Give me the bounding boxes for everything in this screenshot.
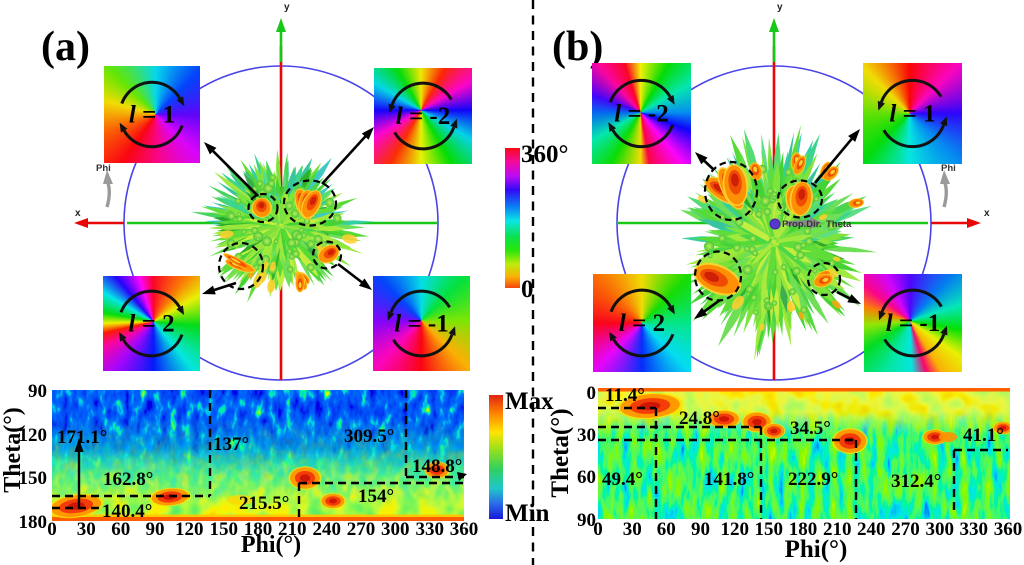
svg-text:90: 90 (577, 510, 596, 531)
svg-text:24.8°: 24.8° (679, 408, 720, 429)
svg-text:Theta(°): Theta(°) (547, 408, 574, 497)
svg-text:41.1°: 41.1° (963, 425, 1004, 446)
svg-text:90: 90 (28, 381, 47, 402)
svg-text:l = 2: l = 2 (619, 310, 665, 337)
svg-text:140.4°: 140.4° (102, 501, 152, 522)
svg-text:0: 0 (47, 519, 57, 540)
svg-text:180: 180 (244, 519, 273, 540)
svg-text:l = 1: l = 1 (129, 102, 175, 129)
svg-text:210: 210 (823, 519, 852, 540)
svg-text:330: 330 (960, 519, 989, 540)
svg-text:154°: 154° (358, 486, 394, 507)
svg-text:309.5°: 309.5° (344, 426, 394, 447)
svg-text:300: 300 (925, 519, 954, 540)
svg-text:(b): (b) (552, 24, 603, 70)
svg-text:Theta(°): Theta(°) (0, 407, 26, 493)
svg-text:360: 360 (450, 519, 479, 540)
svg-text:l = -1: l = -1 (886, 310, 941, 337)
svg-text:34.5°: 34.5° (790, 418, 831, 439)
svg-text:360: 360 (994, 519, 1023, 540)
svg-text:Prop.Dir.: Prop.Dir. (782, 219, 822, 230)
svg-text:90: 90 (691, 519, 710, 540)
svg-text:y: y (777, 2, 783, 13)
svg-text:l = 1: l = 1 (889, 101, 935, 128)
svg-text:270: 270 (347, 519, 376, 540)
svg-text:11.4°: 11.4° (605, 385, 645, 406)
svg-text:0: 0 (593, 519, 603, 540)
svg-text:Min: Min (505, 500, 550, 527)
svg-text:l = -1: l = -1 (394, 311, 449, 338)
svg-text:30: 30 (77, 519, 96, 540)
svg-text:210: 210 (278, 519, 307, 540)
svg-text:222.9°: 222.9° (788, 469, 838, 490)
svg-text:60: 60 (111, 519, 130, 540)
svg-text:Theta: Theta (826, 219, 852, 230)
svg-text:l = -2: l = -2 (396, 103, 451, 130)
svg-text:0: 0 (587, 383, 597, 404)
svg-text:120: 120 (175, 519, 204, 540)
svg-text:0: 0 (521, 276, 534, 303)
svg-text:x: x (75, 208, 81, 219)
svg-text:137°: 137° (213, 434, 249, 455)
svg-text:60: 60 (577, 467, 596, 488)
svg-text:150: 150 (209, 519, 238, 540)
svg-text:x: x (984, 208, 990, 219)
svg-text:Phi: Phi (96, 163, 111, 174)
svg-text:30: 30 (577, 425, 596, 446)
svg-text:120: 120 (19, 425, 48, 446)
svg-text:y: y (284, 2, 290, 13)
svg-text:(a): (a) (41, 24, 90, 70)
svg-text:l = 2: l = 2 (128, 311, 174, 338)
svg-text:180: 180 (789, 519, 818, 540)
svg-text:300: 300 (381, 519, 410, 540)
svg-text:240: 240 (857, 519, 886, 540)
svg-text:240: 240 (312, 519, 341, 540)
svg-text:Phi(°): Phi(°) (785, 536, 848, 563)
svg-text:Phi: Phi (941, 163, 956, 174)
svg-text:90: 90 (146, 519, 165, 540)
svg-text:150: 150 (755, 519, 784, 540)
svg-text:30: 30 (623, 519, 642, 540)
svg-text:312.4°: 312.4° (891, 471, 941, 492)
svg-text:360°: 360° (521, 141, 569, 168)
svg-text:l = -2: l = -2 (614, 101, 669, 128)
svg-text:141.8°: 141.8° (704, 469, 754, 490)
svg-text:Max: Max (505, 388, 554, 415)
svg-text:120: 120 (720, 519, 749, 540)
svg-text:49.4°: 49.4° (602, 469, 643, 490)
svg-text:60: 60 (657, 519, 676, 540)
svg-text:171.1°: 171.1° (57, 427, 107, 448)
svg-text:270: 270 (891, 519, 920, 540)
svg-text:215.5°: 215.5° (239, 493, 289, 514)
svg-text:180: 180 (19, 512, 48, 533)
svg-text:Phi(°): Phi(°) (241, 532, 301, 558)
svg-text:162.8°: 162.8° (103, 469, 153, 490)
svg-text:148.8°: 148.8° (412, 456, 462, 477)
svg-text:330: 330 (415, 519, 444, 540)
svg-text:150: 150 (19, 468, 48, 489)
